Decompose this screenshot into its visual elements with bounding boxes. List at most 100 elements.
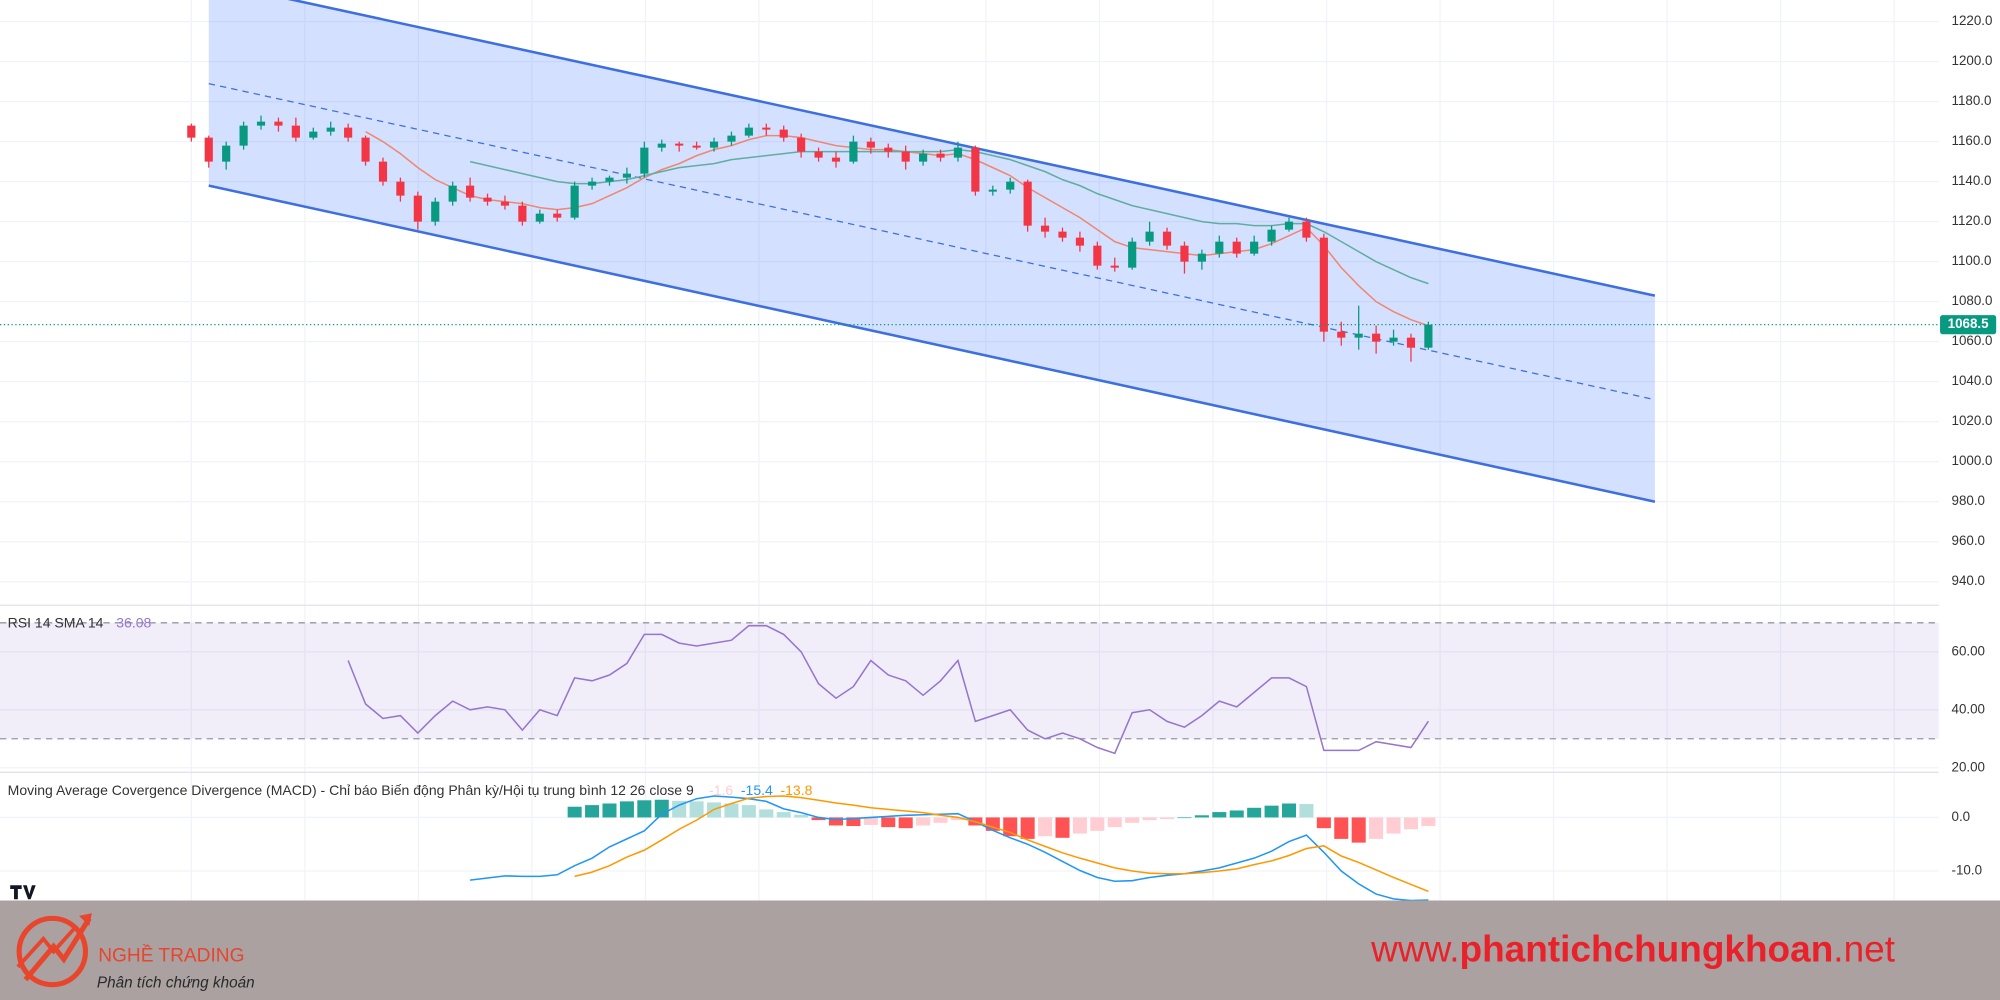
website-suffix: .net: [1833, 928, 1895, 969]
candle-body: [797, 137, 806, 152]
candle-body: [1023, 181, 1032, 226]
y-tick-label: 940.0: [1952, 573, 1985, 588]
histogram-bar: [1229, 810, 1244, 818]
histogram-bar: [637, 800, 652, 818]
candle-body: [1354, 333, 1363, 338]
candle-body: [884, 147, 893, 152]
rsi-band-fill: [0, 622, 1939, 739]
brand-logo: [16, 913, 92, 988]
histogram-bar: [881, 817, 896, 828]
histogram-bar: [1316, 817, 1331, 829]
candle-body: [1372, 333, 1381, 342]
candle-body: [849, 141, 858, 162]
histogram-bar: [916, 817, 931, 826]
candle-body: [727, 135, 736, 142]
candle-body: [1337, 331, 1346, 338]
candle-body: [1389, 337, 1398, 342]
y-tick-label: 1080.0: [1952, 293, 1993, 308]
histogram-bar: [672, 800, 687, 818]
website: www.phantichchungkhoan.net: [1370, 928, 1895, 969]
candle-body: [1128, 241, 1137, 268]
candle-body: [988, 189, 997, 192]
y-tick-label: 40.00: [1952, 701, 1985, 716]
y-tick-label: 1160.0: [1952, 133, 1992, 148]
histogram-bar: [759, 809, 774, 818]
y-tick-label: 1200.0: [1952, 53, 1993, 68]
histogram-bar: [1421, 817, 1436, 827]
rsi-legend: RSI 14 SMA 14 36.08: [8, 614, 152, 630]
y-tick-label: 1220.0: [1952, 13, 1993, 28]
candle-body: [344, 127, 353, 138]
candle-body: [709, 141, 719, 148]
histogram-bar: [898, 817, 913, 829]
candle-body: [640, 147, 649, 174]
y-tick-label: -10.0: [1952, 863, 1983, 878]
channel-upper: [287, 0, 1656, 297]
histogram-bar: [1386, 817, 1401, 834]
y-tick-label: 1120.0: [1952, 213, 1992, 228]
candle-body: [814, 151, 823, 158]
candle-body: [222, 145, 231, 162]
price-pane: 940.0 960.0 980.0 1000.0 1020.0 1040.0 1060.0 1…: [0, 0, 1997, 588]
histogram-bar: [689, 801, 704, 818]
y-tick-label: 1180.0: [1952, 93, 1992, 108]
candle-body: [535, 213, 544, 222]
rsi-line: [347, 624, 1430, 755]
histogram-bar: [1003, 817, 1018, 837]
histogram-bar: [602, 803, 617, 818]
histogram-bar: [1055, 817, 1070, 838]
histogram-bar: [1212, 812, 1227, 818]
candle-body: [309, 131, 318, 138]
y-tick-label: 20.00: [1952, 759, 1985, 774]
candle-body: [744, 127, 753, 136]
y-tick-label: 1140.0: [1952, 173, 1992, 188]
rsi-last-value: 36.08: [116, 614, 151, 630]
histogram-bar: [863, 817, 878, 825]
last-price-box: [1940, 315, 1997, 335]
y-tick-label: 1040.0: [1952, 373, 1993, 388]
histogram-bar: [1369, 817, 1384, 839]
histogram-bar: [1403, 817, 1418, 830]
candle-body: [1284, 221, 1294, 230]
histogram-bar: [1160, 817, 1175, 820]
candle-body: [762, 127, 771, 130]
candle-body: [1040, 225, 1050, 232]
footer-banner: [0, 900, 2000, 1000]
channel-fill: [208, 0, 1655, 502]
candle-body: [1162, 231, 1172, 246]
candle-body: [1093, 245, 1102, 266]
candle-body: [605, 177, 614, 182]
histogram-bar: [828, 817, 844, 826]
histogram-bar: [741, 805, 756, 818]
y-tick-label: 1000.0: [1952, 453, 1993, 468]
candle-body: [1215, 241, 1224, 254]
candle-body: [1145, 231, 1154, 242]
candle-body: [1110, 265, 1119, 268]
signal-line: [574, 795, 1429, 893]
candle-body: [1075, 237, 1085, 246]
candle-body: [1180, 245, 1189, 262]
histogram-bar: [933, 817, 948, 823]
candle-body: [1406, 337, 1416, 348]
candle-body: [1267, 229, 1276, 242]
y-tick-label: 60.00: [1952, 643, 1985, 658]
histogram-bar: [619, 801, 634, 818]
candle-body: [570, 185, 579, 218]
histogram-bar: [776, 812, 791, 818]
histogram-bar: [585, 805, 600, 818]
candle-body: [396, 181, 405, 196]
histogram-bar: [1125, 817, 1140, 823]
macd-last-value: -15.4: [741, 782, 773, 798]
y-tick-label: 1100.0: [1952, 253, 1992, 268]
tradingview-logo: [10, 885, 36, 900]
macd-legend: Moving Average Covergence Divergence (MA…: [8, 782, 813, 798]
candle-body: [587, 181, 597, 186]
histogram-bar: [1264, 805, 1279, 818]
candle-body: [483, 197, 492, 202]
candle-body: [413, 195, 422, 222]
candle-body: [274, 121, 283, 126]
histogram-bar: [724, 803, 739, 818]
candle-body: [187, 125, 196, 138]
candle-body: [361, 137, 370, 162]
website-name: phantichchungkhoan: [1460, 928, 1834, 969]
